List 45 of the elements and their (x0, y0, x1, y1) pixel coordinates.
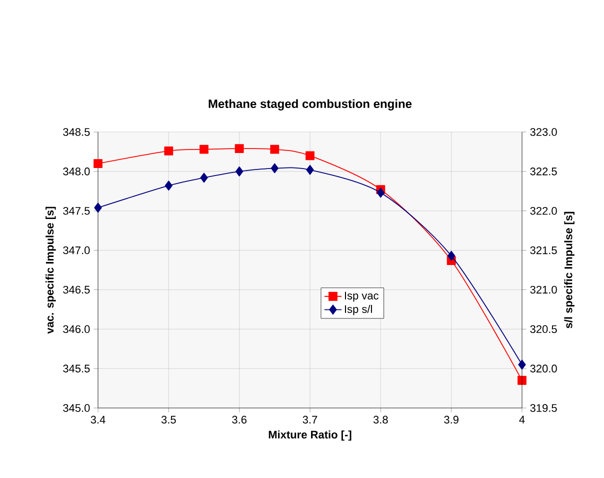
x-tick-label: 3.4 (90, 416, 106, 424)
point (200, 172, 208, 183)
point (94, 159, 102, 168)
point (518, 360, 526, 370)
y-tick-label: 345.0 (63, 404, 90, 412)
point (518, 376, 526, 385)
y2-tick-label: 323.0 (530, 128, 557, 136)
y-tick-label: 346.0 (63, 325, 90, 334)
x-tick-label: 3.5 (161, 416, 176, 424)
y2-axis-title: s/l specific Impulse [s] (564, 212, 574, 328)
point (270, 163, 278, 174)
point (236, 166, 244, 176)
point (270, 144, 280, 154)
point (306, 151, 314, 160)
point (200, 144, 208, 154)
x-axis-title: Mixture Ratio [-] (268, 430, 352, 441)
y2-tick-label: 322.5 (530, 168, 557, 176)
y2-tick-label: 321.0 (530, 286, 557, 294)
y2-tick-label: 320.0 (530, 364, 557, 372)
y-tick-label: 348.5 (63, 128, 90, 136)
y2-tick-label: 319.5 (530, 404, 557, 412)
y2-tick-label: 321.5 (530, 246, 557, 254)
point (376, 188, 384, 198)
y2-tick-label: 320.5 (530, 325, 557, 334)
x-tick-label: 3.9 (444, 416, 458, 424)
point (164, 146, 174, 156)
x-tick-label: 3.6 (232, 416, 246, 424)
y-tick-label: 346.5 (63, 286, 90, 294)
point (164, 180, 172, 191)
y2-tick-label: 322.0 (530, 206, 557, 215)
chart-title: Methane staged combustion engine (208, 99, 412, 110)
x-tick-label: 3.7 (302, 416, 318, 424)
point (94, 202, 102, 213)
y-tick-label: 347.5 (63, 206, 90, 215)
point (448, 250, 456, 261)
x-tick-label: 3.8 (373, 416, 388, 424)
y-tick-label: 345.5 (63, 364, 90, 372)
point (306, 164, 314, 175)
legend-label: Isp s/l (344, 304, 372, 316)
y-tick-label: 347.0 (63, 246, 90, 254)
legend-label: Isp vac (344, 292, 379, 302)
y-axis-title: vac. specific Impulse [s] (46, 206, 56, 334)
point (234, 144, 244, 154)
x-tick-label: 4 (519, 416, 525, 424)
y-tick-label: 348.0 (63, 168, 90, 176)
